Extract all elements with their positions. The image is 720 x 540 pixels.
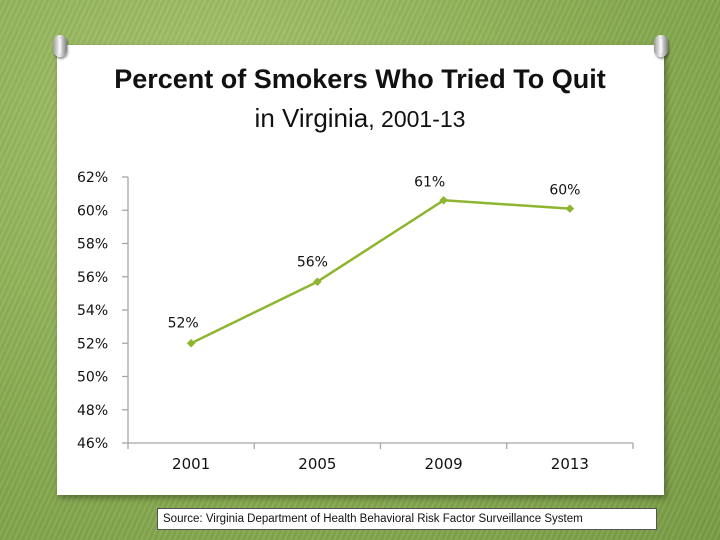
series-group: 52% 56% 61% 60%: [168, 174, 580, 348]
data-point: [313, 277, 322, 286]
source-note: Source: Virginia Department of Health Be…: [157, 508, 657, 530]
x-tick-label: 2009: [425, 455, 463, 473]
series-line: [190, 199, 570, 345]
y-tick-label: 50%: [77, 370, 108, 386]
pin-icon-right: [654, 35, 668, 57]
chart-axes: [127, 177, 633, 444]
x-tick-label: 2001: [172, 455, 210, 473]
chart-title-years: , 2001-13: [368, 106, 466, 132]
y-tick-label: 60%: [77, 203, 108, 219]
x-tick-label: 2005: [298, 455, 336, 473]
x-tick-label: 2013: [551, 455, 589, 473]
slide-panel: [57, 45, 664, 495]
y-tick-label: 52%: [77, 336, 108, 352]
chart-title-line1: Percent of Smokers Who Tried To Quit: [114, 64, 606, 94]
data-label: 52%: [168, 315, 199, 331]
chart-title-line2: in Virginia, 2001-13: [0, 103, 720, 134]
data-point: [565, 204, 575, 213]
data-label: 56%: [297, 255, 328, 271]
chart-title-place: in Virginia: [254, 103, 369, 133]
y-tick-label: 58%: [77, 237, 108, 253]
data-point: [439, 196, 448, 205]
y-tick-label: 46%: [77, 436, 108, 452]
y-tick-label: 54%: [77, 303, 108, 319]
y-tick-label: 62%: [77, 170, 108, 186]
data-point: [186, 339, 196, 348]
y-axis-ticks: 62% 60% 58% 56% 54% 52% 50% 48% 46%: [77, 170, 128, 452]
pin-icon-left: [53, 35, 67, 57]
y-tick-label: 48%: [77, 403, 108, 419]
x-axis-ticks: 2001 2005 2009 2013: [127, 443, 634, 473]
y-tick-label: 56%: [77, 270, 108, 286]
data-label: 61%: [414, 174, 445, 190]
data-label: 60%: [549, 183, 580, 199]
